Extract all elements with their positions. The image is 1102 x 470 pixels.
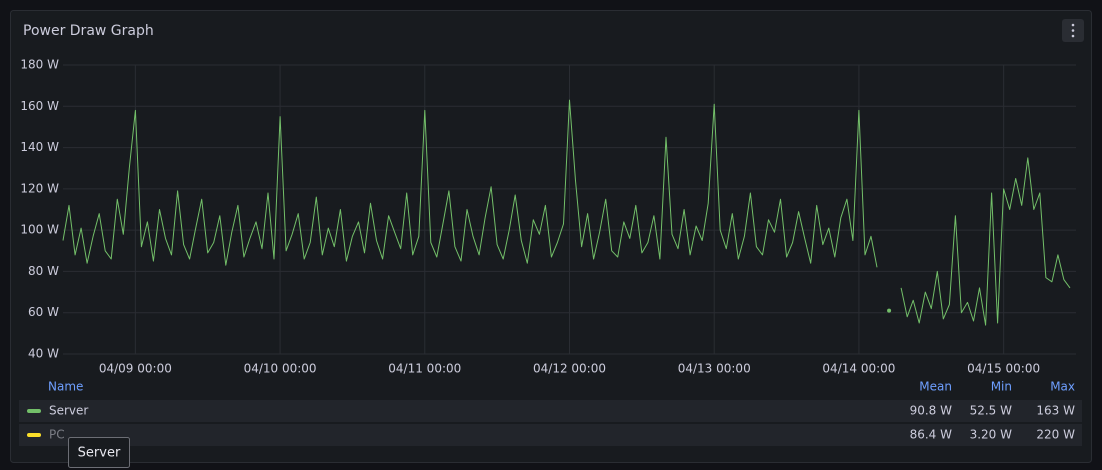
y-tick-label: 160 W — [20, 99, 59, 113]
y-tick-label: 80 W — [28, 264, 59, 278]
legend-name: Server — [49, 404, 88, 418]
legend-row — [19, 400, 1082, 422]
legend: Name Mean Min Max Server 90.8 W 52.5 W 163 W PC 8… — [19, 380, 1082, 468]
x-tick-label: 04/09 00:00 — [99, 362, 172, 376]
legend-header: Min — [991, 380, 1012, 394]
y-tick-label: 60 W — [28, 305, 59, 319]
y-tick-label: 180 W — [20, 58, 59, 72]
plot: 40 W 60 W 80 W 100 W 120 W 140 W 160 W 180 W 04/… — [20, 58, 1076, 376]
x-tick-label: 04/11 00:00 — [388, 362, 461, 376]
legend-stat: 90.8 W — [910, 404, 953, 418]
legend-stat: 163 W — [1036, 404, 1075, 418]
x-tick-label: 04/14 00:00 — [822, 362, 895, 376]
y-tick-label: 140 W — [20, 140, 59, 154]
panel — [10, 10, 1092, 463]
panel-title: Power Draw Graph — [23, 23, 154, 39]
menu-dot — [1071, 29, 1075, 32]
series-line — [62, 99, 1071, 326]
x-tick-label: 04/12 00:00 — [533, 362, 606, 376]
legend-swatch — [27, 433, 41, 437]
legend-row — [19, 424, 1082, 446]
x-tick-label: 04/15 00:00 — [967, 362, 1040, 376]
legend-header: Max — [1050, 380, 1075, 394]
tooltip-box — [68, 437, 130, 468]
menu-dot — [1071, 23, 1075, 27]
y-tick-label: 120 W — [20, 181, 59, 195]
legend-stat: 52.5 W — [970, 404, 1013, 418]
x-tick-label: 04/13 00:00 — [678, 362, 751, 376]
tooltip-text: Server — [78, 446, 121, 461]
legend-stat: 3.20 W — [970, 428, 1013, 442]
legend-stat: 86.4 W — [910, 428, 953, 442]
y-tick-label: 40 W — [28, 347, 59, 361]
y-tick-label: 100 W — [20, 223, 59, 237]
legend-stat: 220 W — [1036, 428, 1075, 442]
legend-swatch — [27, 409, 41, 413]
legend-name: PC — [49, 428, 65, 442]
legend-header: Mean — [919, 380, 952, 394]
legend-header: Name — [48, 380, 83, 394]
x-tick-label: 04/10 00:00 — [244, 362, 317, 376]
series-point — [887, 308, 892, 313]
menu-dot — [1071, 34, 1075, 38]
